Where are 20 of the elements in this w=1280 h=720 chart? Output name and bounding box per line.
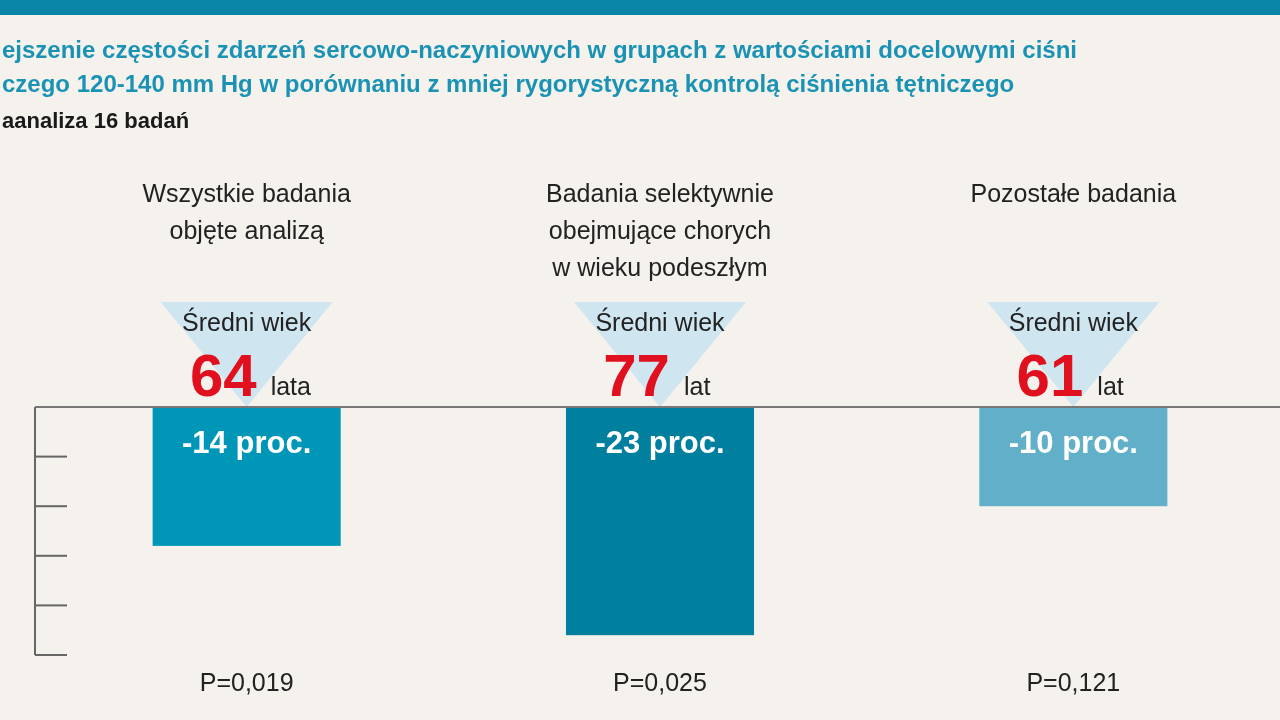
text: Średni wiek <box>595 307 726 336</box>
data-label: -14 proc. <box>182 425 312 460</box>
data-label: -23 proc. <box>595 425 725 460</box>
text: P=0,019 <box>199 668 294 696</box>
text: P=0,121 <box>1026 668 1121 696</box>
text: lat <box>1097 372 1124 400</box>
text: Średni wiek <box>1008 307 1139 336</box>
annotation: 64 <box>189 342 258 409</box>
text: P=0,025 <box>613 668 707 696</box>
x-tick-label: Badania selektywnie obejmujące chorych w wieku podeszłym <box>546 179 774 281</box>
x-tick-label: Wszystkie badania objęte analizą <box>142 179 351 244</box>
chart-subtitle: aanaliza 16 badań <box>2 108 190 133</box>
annotation: 77 <box>603 342 670 409</box>
x-tick-label: Pozostałe badania <box>970 179 1177 207</box>
text: Średni wiek <box>182 307 312 336</box>
data-label: -10 proc. <box>1008 425 1138 460</box>
text: lata <box>270 372 312 400</box>
annotation: 61 <box>1016 342 1084 409</box>
text: lat <box>684 372 711 400</box>
chart-title: ejszenie częstości zdarzeń sercowo-naczyniowych w grupach z wartościami docelowymi ciśni czego 120-140 mm Hg w porównaniu z mniej rygorystyczną kontrolą ciśnienia tętniczego <box>2 36 1078 97</box>
